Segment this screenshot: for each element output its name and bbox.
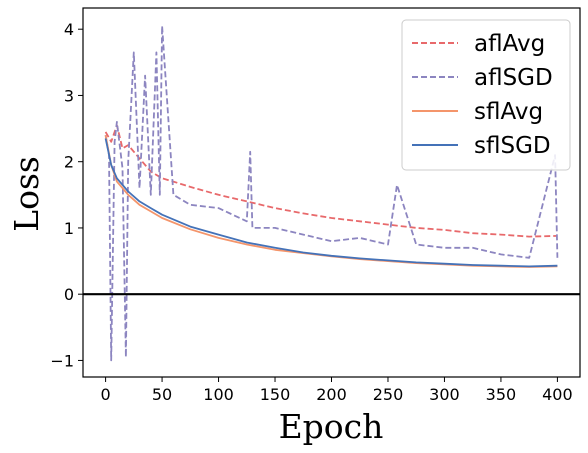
y-tick-label: 1 <box>64 219 74 238</box>
y-tick-label: 3 <box>64 86 74 105</box>
x-axis-ticks: 0 50 100 150 200 250 300 350 400 <box>100 377 573 404</box>
legend-label-sflAvg: sflAvg <box>474 99 543 125</box>
x-tick-label: 300 <box>429 385 460 404</box>
series-line-aflSGD <box>104 24 559 362</box>
x-tick-label: 200 <box>316 385 347 404</box>
x-tick-label: 50 <box>152 385 172 404</box>
y-tick-label: 4 <box>64 20 74 39</box>
legend-label-aflAvg: aflAvg <box>474 31 545 57</box>
y-axis-ticks: −1 0 1 2 3 4 <box>50 20 83 370</box>
x-tick-label: 0 <box>100 385 110 404</box>
x-tick-label: 150 <box>260 385 291 404</box>
series-line-sflSGD <box>104 138 558 268</box>
series-layer <box>104 24 559 362</box>
x-tick-label: 100 <box>203 385 234 404</box>
x-tick-label: 350 <box>486 385 517 404</box>
legend-label-aflSGD: aflSGD <box>474 65 553 91</box>
legend: aflAvg aflSGD sflAvg sflSGD <box>401 19 571 171</box>
y-tick-label: 0 <box>64 285 74 304</box>
y-tick-label: 2 <box>64 153 74 172</box>
x-tick-label: 400 <box>542 385 573 404</box>
series-line-aflAvg <box>104 124 558 238</box>
legend-label-sflSGD: sflSGD <box>474 133 551 159</box>
y-tick-label: −1 <box>50 351 74 370</box>
x-tick-label: 250 <box>373 385 404 404</box>
legend-box <box>401 19 571 171</box>
y-axis-label: Loss <box>7 156 46 232</box>
x-axis-label: Epoch <box>279 407 384 446</box>
